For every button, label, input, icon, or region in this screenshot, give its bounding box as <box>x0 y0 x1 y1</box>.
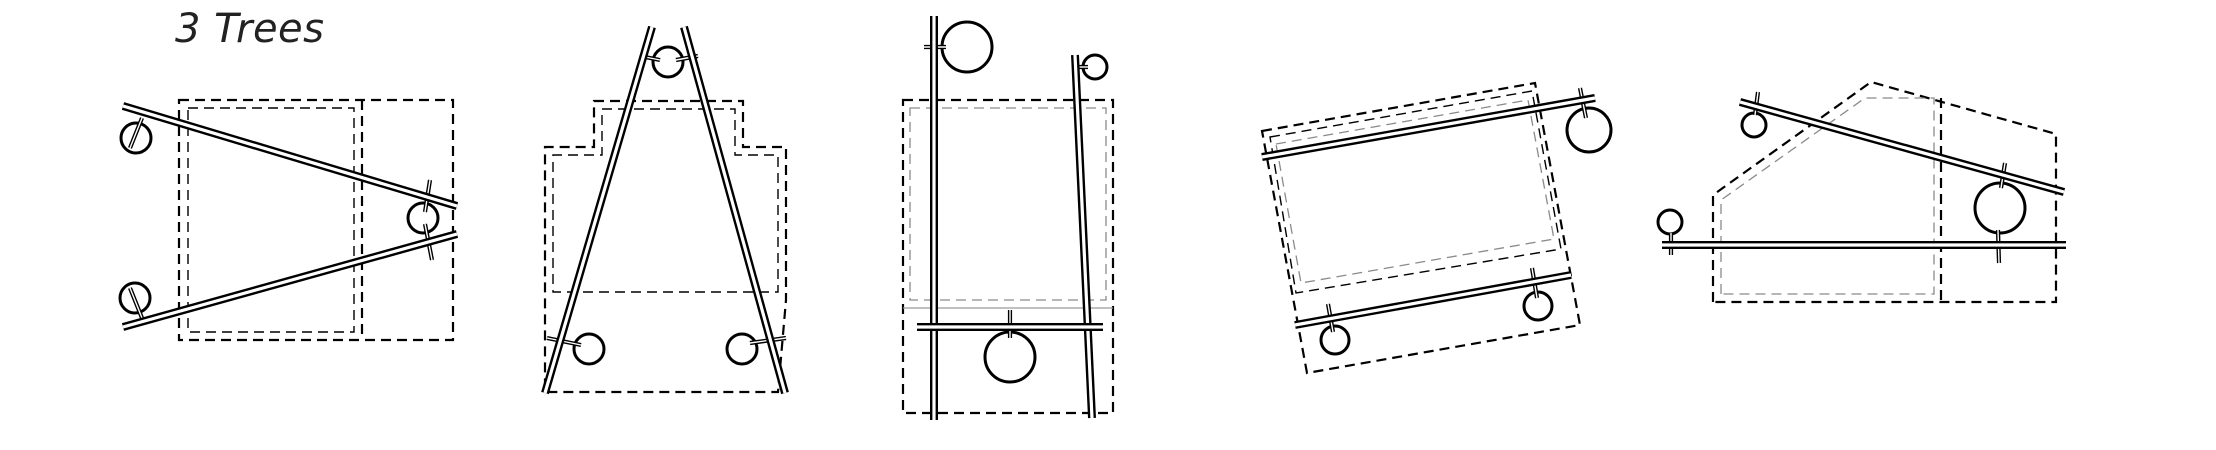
tree-circle <box>1740 111 1768 139</box>
tree-circles <box>940 20 1109 384</box>
footprint-outline <box>543 99 788 394</box>
tree-tie <box>128 117 144 149</box>
tree-circle <box>725 332 759 366</box>
footprint-outline <box>177 98 455 342</box>
support-beams <box>541 25 789 395</box>
footprint-outline <box>1260 81 1582 375</box>
footprint-outline <box>1711 80 2058 304</box>
support-beam <box>680 25 789 395</box>
support-beam <box>1071 54 1096 419</box>
support-beams <box>1662 98 2066 249</box>
tree-circles <box>118 121 440 315</box>
tree-circle <box>1319 324 1351 356</box>
support-beams <box>1261 94 1596 329</box>
tree-ties <box>924 44 1088 338</box>
tree-circles <box>572 45 759 366</box>
layout-3 <box>901 16 1115 420</box>
tree-tie <box>128 287 144 319</box>
tree-circle <box>1656 208 1684 236</box>
support-beam <box>1738 98 2066 196</box>
tree-circle <box>1565 106 1613 154</box>
tree-ties <box>546 53 787 348</box>
support-beam <box>1294 271 1572 329</box>
diagram-title: 3 Trees <box>175 6 325 52</box>
layout-1 <box>118 98 459 342</box>
layout-2 <box>541 25 789 395</box>
tree-ties <box>128 117 435 319</box>
support-beam <box>1261 94 1596 161</box>
tree-circle <box>940 20 994 74</box>
support-beam <box>121 230 459 331</box>
support-beams <box>917 16 1103 420</box>
layout-5 <box>1656 80 2066 304</box>
tree-circle <box>406 201 440 235</box>
support-beam <box>121 102 459 210</box>
tree-circle <box>572 332 606 366</box>
tree-circles <box>1319 106 1613 356</box>
layout-4 <box>1260 81 1613 375</box>
tree-circle <box>651 45 685 79</box>
tree-circle <box>1973 181 2027 235</box>
tree-circle <box>983 330 1037 384</box>
support-beams <box>121 102 459 331</box>
support-beam <box>541 25 656 395</box>
